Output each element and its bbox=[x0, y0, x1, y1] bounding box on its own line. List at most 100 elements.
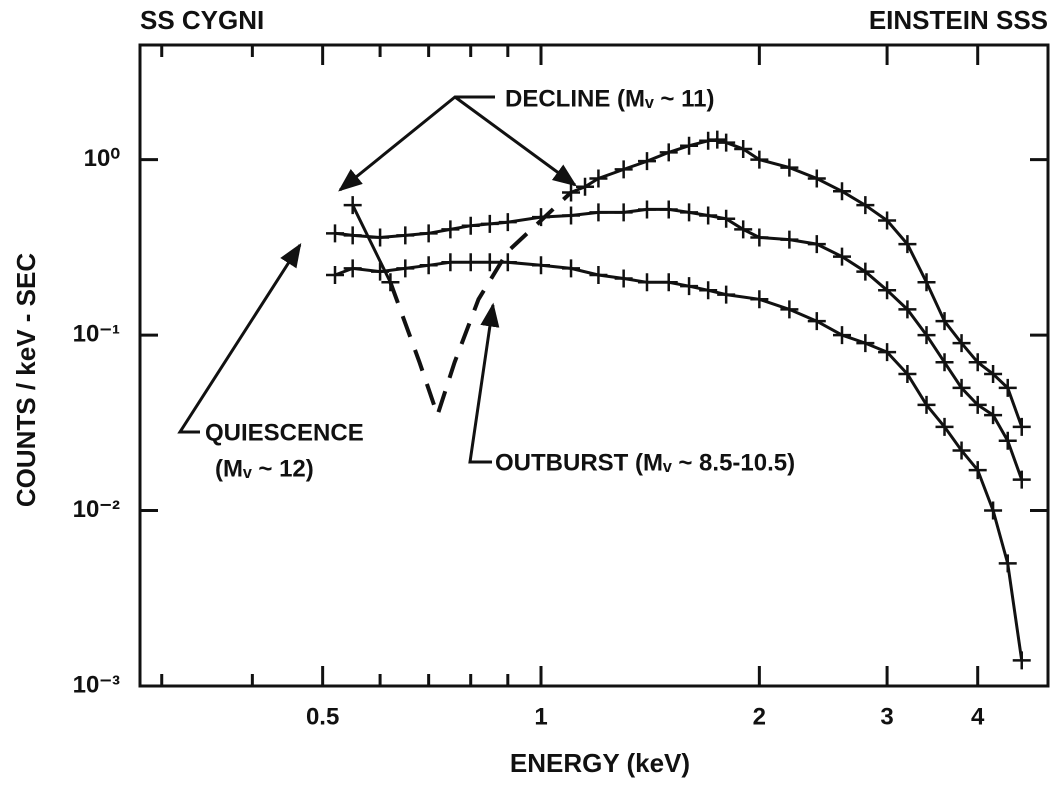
data-point bbox=[441, 253, 460, 272]
data-point bbox=[498, 253, 517, 272]
data-point bbox=[343, 259, 362, 278]
y-tick-label: 10⁻³ bbox=[73, 671, 120, 698]
data-point bbox=[1012, 470, 1031, 489]
data-point bbox=[562, 206, 581, 225]
data-point bbox=[998, 378, 1017, 397]
data-point bbox=[807, 169, 826, 188]
data-point bbox=[659, 273, 678, 292]
data-point bbox=[480, 214, 499, 233]
data-point bbox=[419, 256, 438, 275]
data-point bbox=[917, 395, 936, 414]
data-point bbox=[371, 262, 390, 281]
data-point bbox=[562, 259, 581, 278]
data-point bbox=[396, 259, 415, 278]
data-point bbox=[917, 326, 936, 345]
data-point bbox=[589, 265, 608, 284]
model-line bbox=[388, 190, 573, 422]
data-point bbox=[498, 213, 517, 232]
data-point bbox=[898, 365, 917, 384]
data-point bbox=[699, 281, 718, 300]
data-point bbox=[441, 220, 460, 239]
plot-frame bbox=[138, 43, 1050, 688]
data-point bbox=[680, 203, 699, 222]
data-point bbox=[461, 216, 480, 235]
x-tick-label: 0.5 bbox=[306, 703, 339, 730]
data-point bbox=[480, 253, 499, 272]
data-point bbox=[381, 273, 400, 292]
data-point bbox=[680, 277, 699, 296]
data-point bbox=[968, 395, 987, 414]
y-tick-label: 10⁰ bbox=[84, 145, 121, 172]
arrow bbox=[468, 302, 500, 464]
y-tick-label: 10⁻¹ bbox=[73, 320, 120, 347]
data-point bbox=[878, 211, 897, 230]
data-point bbox=[984, 365, 1003, 384]
spectrum-line bbox=[334, 207, 1024, 481]
data-point bbox=[807, 235, 826, 254]
data-point bbox=[856, 334, 875, 353]
annotation: QUIESCENCE bbox=[205, 419, 364, 446]
data-point bbox=[833, 247, 852, 266]
data-point bbox=[968, 461, 987, 480]
data-point bbox=[343, 196, 362, 215]
data-point bbox=[968, 353, 987, 372]
data-point bbox=[998, 554, 1017, 573]
data-point bbox=[717, 209, 736, 228]
data-point bbox=[659, 200, 678, 219]
data-point bbox=[935, 417, 954, 436]
data-point bbox=[614, 269, 633, 288]
data-point bbox=[532, 256, 551, 275]
data-point bbox=[326, 265, 345, 284]
x-tick-label: 3 bbox=[880, 703, 893, 730]
data-point bbox=[952, 441, 971, 460]
data-point bbox=[935, 353, 954, 372]
data-point bbox=[326, 224, 345, 243]
data-point bbox=[589, 169, 608, 188]
data-point bbox=[717, 285, 736, 304]
data-point bbox=[780, 300, 799, 319]
data-point bbox=[750, 290, 769, 309]
data-point bbox=[734, 139, 753, 158]
data-point bbox=[708, 130, 727, 149]
x-tick-label: 1 bbox=[534, 703, 547, 730]
data-point bbox=[807, 312, 826, 331]
data-point bbox=[1012, 417, 1031, 436]
data-point bbox=[856, 196, 875, 215]
data-point bbox=[833, 182, 852, 201]
data-point bbox=[614, 203, 633, 222]
data-point bbox=[750, 150, 769, 169]
y-axis-label: COUNTS / keV - SEC bbox=[11, 253, 41, 507]
data-point bbox=[717, 133, 736, 152]
x-tick-label: 4 bbox=[971, 703, 985, 730]
data-point bbox=[780, 230, 799, 249]
data-point bbox=[856, 262, 875, 281]
data-point bbox=[833, 326, 852, 345]
data-point bbox=[1012, 651, 1031, 670]
data-point bbox=[699, 206, 718, 225]
data-point bbox=[637, 152, 656, 171]
arrow bbox=[454, 95, 577, 187]
data-point bbox=[984, 406, 1003, 425]
data-point bbox=[576, 177, 595, 196]
x-tick-label: 2 bbox=[753, 703, 766, 730]
data-point bbox=[419, 224, 438, 243]
data-point bbox=[734, 220, 753, 239]
data-point bbox=[780, 158, 799, 177]
data-point bbox=[614, 160, 633, 179]
data-point bbox=[952, 334, 971, 353]
data-point bbox=[878, 343, 897, 362]
data-point bbox=[680, 136, 699, 155]
data-point bbox=[461, 253, 480, 272]
annotation: DECLINE (Mᵥ ~ 11) bbox=[505, 85, 714, 112]
data-point bbox=[637, 200, 656, 219]
data-point bbox=[984, 501, 1003, 520]
data-point bbox=[750, 228, 769, 247]
y-tick-label: 10⁻² bbox=[73, 496, 120, 523]
data-point bbox=[935, 312, 954, 331]
chart-subtitle: EINSTEIN SSS bbox=[869, 5, 1048, 35]
chart-title: SS CYGNI bbox=[140, 5, 264, 35]
annotation: OUTBURST (Mᵥ ~ 8.5-10.5) bbox=[495, 449, 795, 476]
data-point bbox=[589, 203, 608, 222]
data-point bbox=[898, 235, 917, 254]
